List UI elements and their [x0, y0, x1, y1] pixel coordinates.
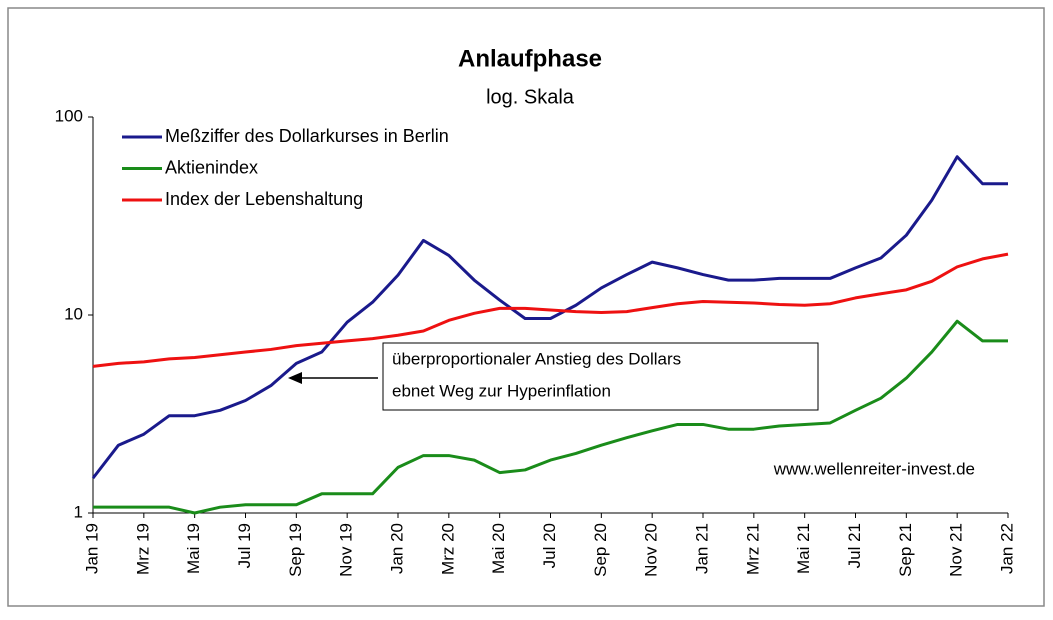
chart-title: Anlaufphase — [458, 45, 602, 72]
arrow-head — [288, 372, 302, 384]
legend-label: Aktienindex — [165, 157, 258, 177]
y-tick-label: 10 — [64, 304, 83, 323]
x-tick-label: Nov 20 — [642, 523, 661, 577]
legend-label: Meßziffer des Dollarkurses in Berlin — [165, 126, 449, 146]
x-tick-label: Jan 20 — [387, 523, 406, 574]
x-tick-label: Mai 21 — [794, 523, 813, 574]
x-tick-label: Mai 19 — [184, 523, 203, 574]
chart-subtitle: log. Skala — [486, 86, 575, 108]
annotation-box — [382, 342, 819, 411]
x-tick-label: Jul 19 — [235, 523, 254, 568]
x-tick-label: Nov 19 — [337, 523, 356, 577]
line-series — [92, 252, 1009, 368]
x-tick-label: Nov 21 — [947, 523, 966, 577]
x-tick-label: Sep 19 — [286, 523, 305, 577]
x-tick-label: Mrz 19 — [133, 523, 152, 575]
x-tick-label: Jul 20 — [540, 523, 559, 568]
x-tick-label: Sep 20 — [591, 523, 610, 577]
x-tick-label: Jan 22 — [997, 523, 1016, 574]
x-tick-label: Jan 21 — [692, 523, 711, 574]
annotation: überproportionaler Anstieg des Dollars — [392, 349, 681, 368]
x-tick-label: Mrz 20 — [438, 523, 457, 575]
x-tick-label: Sep 21 — [896, 523, 915, 577]
y-tick-label: 100 — [55, 106, 83, 125]
x-tick-label: Jul 21 — [845, 523, 864, 568]
x-tick-label: Mrz 21 — [743, 523, 762, 575]
watermark: www.wellenreiter-invest.de — [773, 459, 975, 478]
annotation: ebnet Weg zur Hyperinflation — [392, 381, 611, 400]
y-tick-label: 1 — [74, 502, 83, 521]
legend-label: Index der Lebenshaltung — [165, 189, 363, 209]
x-tick-label: Jan 19 — [82, 523, 101, 574]
line-series — [93, 319, 1008, 515]
line-series — [91, 155, 1008, 480]
x-tick-label: Mai 20 — [489, 523, 508, 574]
